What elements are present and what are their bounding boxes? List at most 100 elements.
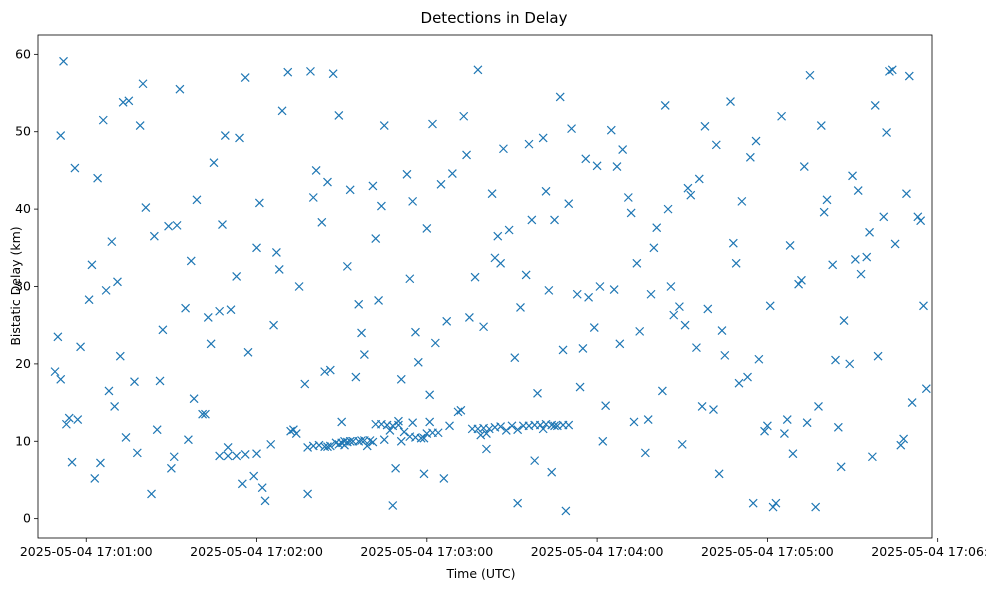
data-point bbox=[218, 220, 227, 230]
data-point bbox=[359, 350, 369, 360]
data-point bbox=[464, 313, 474, 322]
data-point bbox=[223, 443, 233, 452]
data-point bbox=[904, 71, 914, 81]
data-point bbox=[186, 256, 196, 266]
data-point bbox=[192, 195, 202, 205]
data-point bbox=[669, 310, 679, 320]
x-tick-label: 2025-05-04 17:01:00 bbox=[20, 544, 153, 559]
data-point bbox=[479, 322, 489, 332]
x-tick-label: 2025-05-04 17:04:00 bbox=[531, 544, 664, 559]
data-point bbox=[865, 227, 874, 237]
data-point bbox=[334, 111, 344, 120]
x-tick-label: 2025-05-04 17:06:00 bbox=[871, 544, 986, 559]
data-point bbox=[794, 279, 804, 289]
data-point bbox=[748, 498, 758, 508]
data-point bbox=[374, 296, 383, 305]
data-point bbox=[726, 97, 735, 106]
chart-title: Detections in Delay bbox=[421, 9, 568, 27]
data-point bbox=[459, 111, 469, 121]
data-point bbox=[606, 125, 616, 135]
plot-area bbox=[50, 56, 931, 516]
data-point bbox=[135, 121, 145, 130]
data-point bbox=[836, 462, 846, 472]
data-point bbox=[640, 448, 650, 458]
data-point bbox=[686, 190, 696, 200]
data-point bbox=[101, 285, 111, 295]
data-point bbox=[649, 243, 659, 253]
data-point bbox=[550, 215, 559, 225]
data-point bbox=[856, 269, 866, 279]
y-tick-label: 60 bbox=[15, 46, 31, 61]
data-point bbox=[887, 65, 897, 75]
data-point bbox=[581, 154, 591, 164]
data-point bbox=[368, 181, 378, 191]
data-point bbox=[345, 436, 355, 446]
data-point bbox=[419, 433, 429, 443]
data-point bbox=[777, 111, 787, 121]
data-point bbox=[130, 377, 139, 387]
data-point bbox=[714, 469, 724, 479]
data-point bbox=[828, 260, 838, 270]
data-point bbox=[107, 237, 117, 247]
x-axis-label: Time (UTC) bbox=[445, 566, 515, 581]
data-point bbox=[615, 339, 625, 349]
data-point bbox=[504, 225, 514, 235]
data-point bbox=[867, 452, 877, 462]
data-point bbox=[266, 439, 276, 449]
data-point bbox=[811, 502, 821, 512]
data-point bbox=[240, 73, 250, 82]
x-tick-label: 2025-05-04 17:02:00 bbox=[190, 544, 323, 559]
data-point bbox=[249, 471, 259, 481]
data-point bbox=[848, 171, 857, 181]
data-point bbox=[175, 84, 185, 94]
data-point bbox=[50, 367, 60, 377]
data-point bbox=[487, 189, 497, 199]
data-point bbox=[694, 174, 704, 184]
data-point bbox=[118, 97, 128, 107]
data-point bbox=[215, 306, 225, 316]
data-point bbox=[873, 351, 883, 361]
data-point bbox=[323, 442, 332, 452]
data-point bbox=[731, 258, 741, 268]
data-point bbox=[524, 139, 534, 149]
data-point bbox=[303, 443, 313, 452]
data-point bbox=[419, 469, 429, 479]
data-point bbox=[416, 433, 426, 443]
data-point bbox=[391, 463, 401, 473]
data-point bbox=[862, 252, 872, 262]
data-point bbox=[561, 506, 571, 516]
data-point bbox=[513, 425, 523, 435]
data-point bbox=[737, 196, 747, 206]
data-point bbox=[652, 223, 662, 233]
data-point bbox=[797, 275, 806, 285]
data-point bbox=[56, 374, 66, 384]
data-point bbox=[84, 295, 94, 305]
data-point bbox=[252, 243, 261, 253]
data-point bbox=[601, 401, 611, 411]
data-point bbox=[226, 305, 236, 315]
data-point bbox=[899, 434, 909, 444]
data-point bbox=[365, 436, 375, 445]
data-point bbox=[558, 345, 568, 355]
y-tick-label: 40 bbox=[15, 201, 31, 216]
data-point bbox=[104, 386, 114, 396]
data-point bbox=[442, 316, 452, 326]
data-point bbox=[870, 100, 880, 110]
data-point bbox=[720, 350, 730, 360]
data-point bbox=[913, 212, 923, 222]
data-point bbox=[845, 359, 855, 369]
data-point bbox=[357, 436, 366, 445]
data-point bbox=[283, 67, 293, 77]
data-point bbox=[277, 106, 287, 116]
data-point bbox=[745, 152, 755, 162]
data-point bbox=[436, 179, 446, 189]
data-point bbox=[663, 204, 673, 214]
data-point bbox=[632, 258, 642, 268]
y-tick-label: 0 bbox=[23, 511, 31, 526]
data-point bbox=[510, 353, 520, 363]
data-point bbox=[521, 270, 531, 280]
data-point bbox=[513, 498, 523, 508]
data-point bbox=[325, 441, 335, 451]
data-point bbox=[919, 301, 928, 311]
data-point bbox=[189, 394, 199, 404]
